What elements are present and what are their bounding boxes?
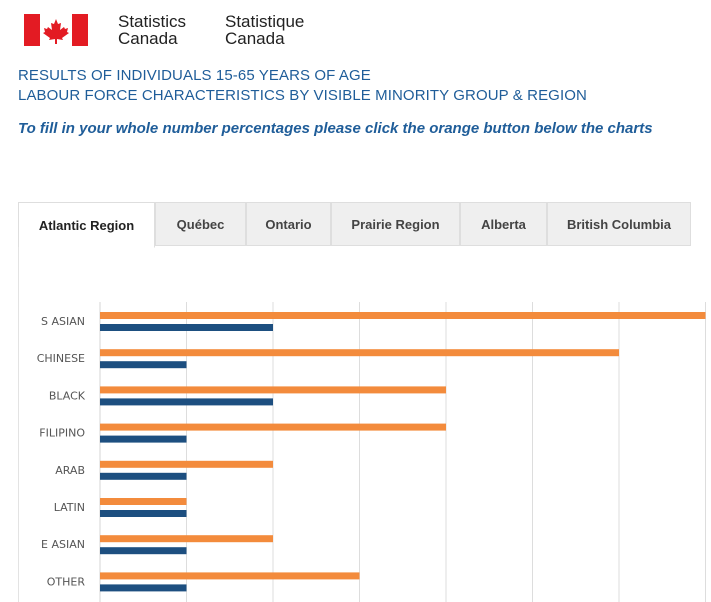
- instruction-text: To fill in your whole number percentages…: [18, 120, 653, 137]
- tab-ontario[interactable]: Ontario: [246, 202, 331, 246]
- category-label: OTHER: [47, 575, 86, 588]
- bar-series2: [100, 361, 187, 369]
- canada-flag-icon: [24, 14, 88, 46]
- page-title-line1: RESULTS OF INDIVIDUALS 15-65 YEARS OF AG…: [18, 67, 371, 84]
- wordmark-french: Statistique Canada: [225, 12, 305, 48]
- bar-series2: [100, 398, 273, 406]
- chart-panel: S ASIAN CHINESE BLACK FILIPINO ARAB LATIN E AS…: [18, 247, 711, 602]
- tab-british-columbia[interactable]: British Columbia: [547, 202, 691, 246]
- bar-chart: S ASIAN CHINESE BLACK FILIPINO ARAB LATIN E AS…: [37, 302, 706, 602]
- bar-series1: [100, 498, 187, 505]
- wordmark-english: Statistics Canada: [118, 12, 187, 48]
- category-label: FILIPINO: [39, 427, 85, 440]
- bar-series1: [100, 460, 273, 468]
- bar-series1: [100, 572, 360, 580]
- tab-quebec[interactable]: Québec: [155, 202, 246, 246]
- tab-prairie-region[interactable]: Prairie Region: [331, 202, 460, 246]
- category-label: LATIN: [54, 501, 85, 514]
- category-label: E ASIAN: [41, 538, 85, 551]
- bar-series2: [100, 584, 187, 592]
- site-header: Statistics Canada Statistique Canada: [0, 0, 711, 60]
- bar-series1: [100, 386, 446, 394]
- tab-atlantic-region[interactable]: Atlantic Region: [18, 202, 155, 248]
- bar-series2: [100, 472, 187, 480]
- bar-series1: [100, 423, 446, 431]
- bar-series2: [100, 324, 273, 331]
- category-label: ARAB: [55, 464, 85, 477]
- category-label: S ASIAN: [41, 315, 85, 328]
- bar-series2: [100, 435, 187, 443]
- bar-series1: [100, 349, 619, 357]
- bar-series1: [100, 312, 706, 319]
- bar-series2: [100, 510, 187, 517]
- bar-series2: [100, 547, 187, 555]
- bar-series1: [100, 535, 273, 543]
- region-tabs: Atlantic Region Québec Ontario Prairie R…: [18, 202, 711, 248]
- category-label: CHINESE: [37, 352, 85, 365]
- category-label: BLACK: [49, 389, 86, 402]
- page-title-line2: LABOUR FORCE CHARACTERISTICS BY VISIBLE …: [18, 87, 587, 104]
- tab-alberta[interactable]: Alberta: [460, 202, 547, 246]
